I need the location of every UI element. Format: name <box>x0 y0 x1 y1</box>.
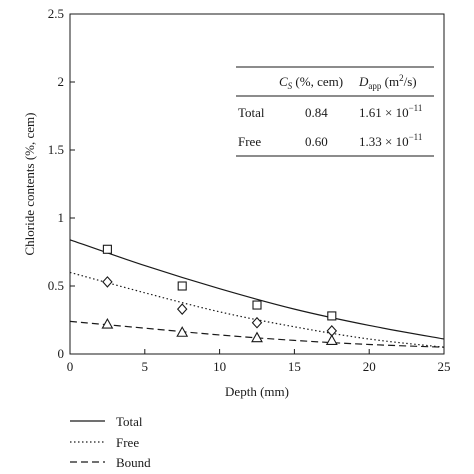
marker-bound <box>251 331 263 343</box>
legend: Total Free Bound <box>70 414 151 470</box>
parameter-table: CS (%, cem) Dapp (m2/s) Total 0.84 1.61 … <box>236 66 434 157</box>
marker-total <box>177 281 187 291</box>
marker-total <box>252 300 262 310</box>
table-header-cs: CS (%, cem) <box>279 74 343 91</box>
marker-total <box>102 244 112 254</box>
table-row-label: Total <box>238 105 265 120</box>
marker-bound <box>101 317 114 329</box>
x-tick-label: 10 <box>213 359 226 374</box>
curve-total <box>69 239 445 340</box>
y-tick-label: 0.5 <box>48 278 64 293</box>
marker-free <box>102 276 113 288</box>
fitted-curves <box>69 239 445 348</box>
legend-label-free: Free <box>116 435 139 450</box>
marker-total <box>327 311 337 321</box>
marker-bound <box>325 334 338 345</box>
axis-ticks: 0 5 10 15 20 25 0 0.5 1 1.5 2 2.5 <box>48 6 451 374</box>
y-tick-label: 1.5 <box>48 142 64 157</box>
data-markers <box>101 244 338 345</box>
x-tick-label: 20 <box>363 359 376 374</box>
y-tick-label: 2 <box>58 74 65 89</box>
x-tick-label: 0 <box>67 359 74 374</box>
marker-bound <box>176 326 189 337</box>
x-tick-label: 15 <box>288 359 301 374</box>
marker-free <box>251 316 263 329</box>
table-row-dapp: 1.33 × 10−11 <box>359 132 422 149</box>
x-tick-label: 5 <box>142 359 149 374</box>
marker-free <box>176 303 188 315</box>
legend-label-bound: Bound <box>116 455 151 470</box>
x-tick-label: 25 <box>438 359 451 374</box>
table-row-label: Free <box>238 134 261 149</box>
table-row-cs: 0.60 <box>305 134 328 149</box>
table-header-dapp: Dapp (m2/s) <box>358 73 417 91</box>
table-row-cs: 0.84 <box>305 105 328 120</box>
legend-label-total: Total <box>116 414 143 429</box>
plot-area-frame <box>69 13 445 355</box>
y-axis-title: Chloride contents (%, cem) <box>22 113 37 256</box>
y-tick-label: 1 <box>58 210 65 225</box>
table-row-dapp: 1.61 × 10−11 <box>359 103 422 120</box>
x-axis-title: Depth (mm) <box>225 384 289 399</box>
y-tick-label: 2.5 <box>48 6 64 21</box>
y-tick-label: 0 <box>58 346 65 361</box>
